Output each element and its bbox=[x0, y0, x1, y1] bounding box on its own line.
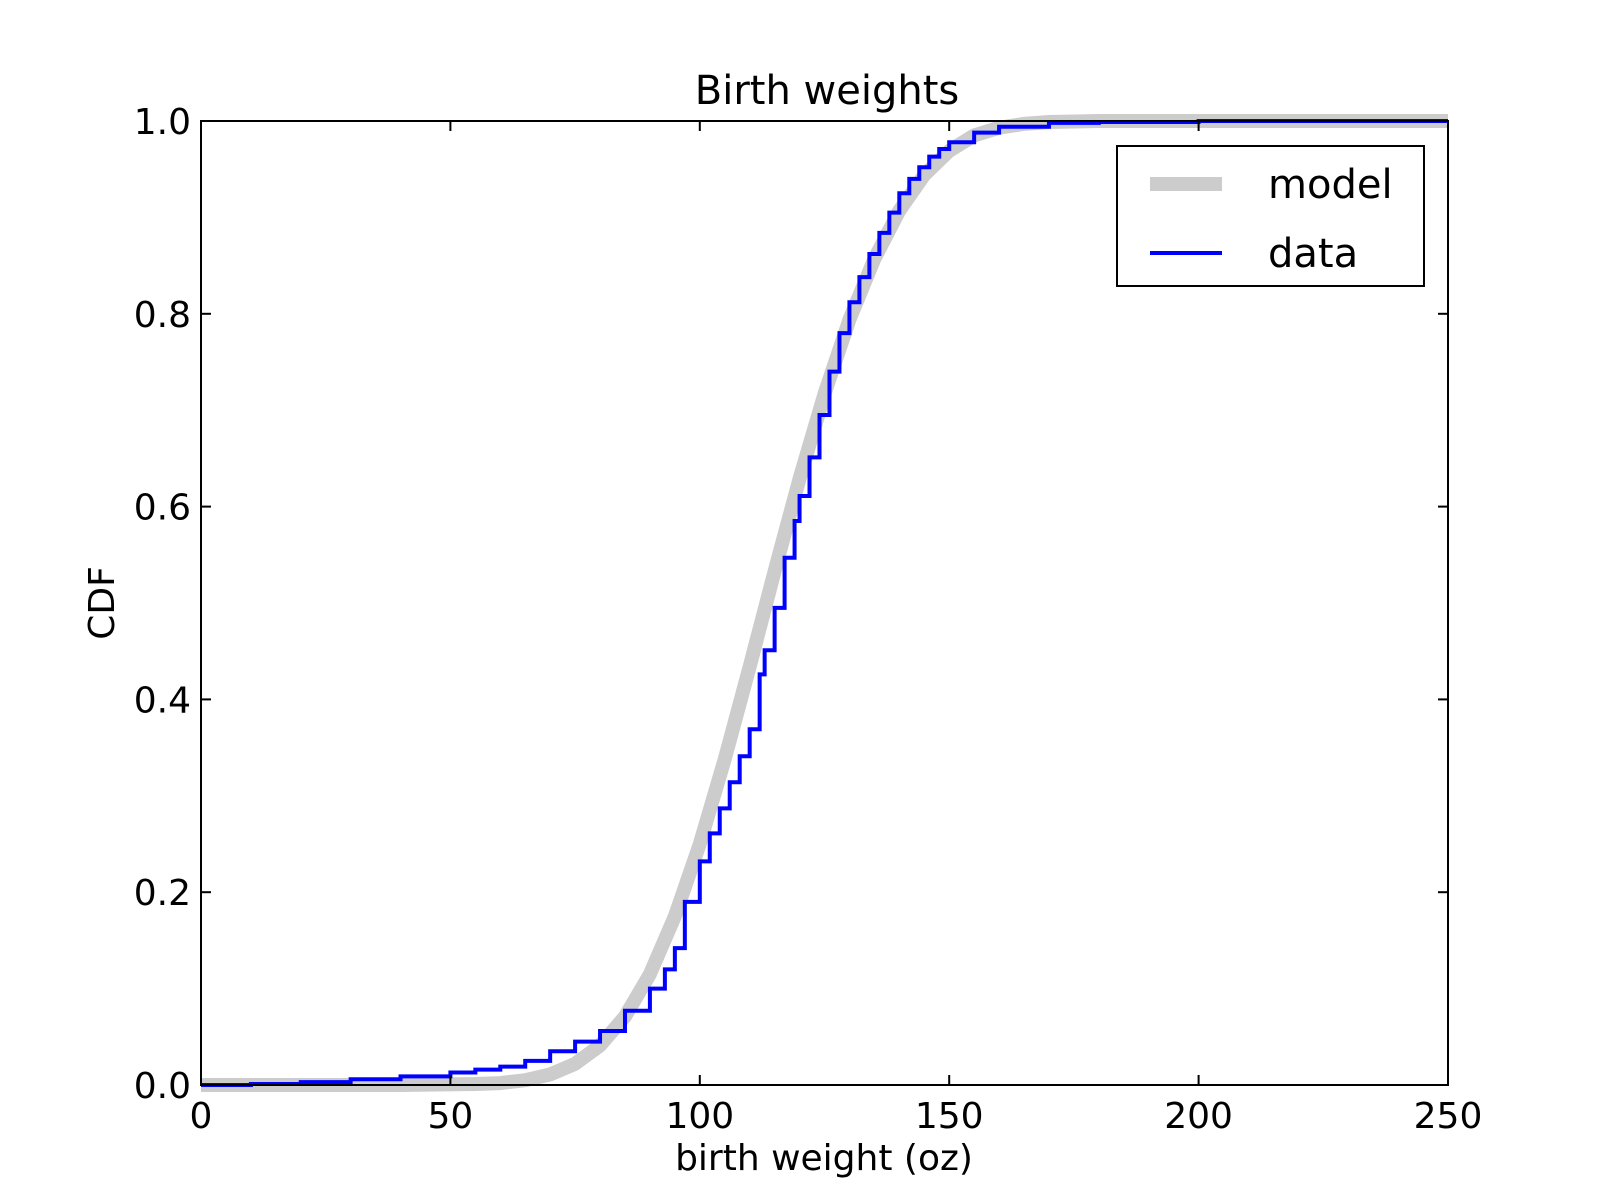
legend-label-model: model bbox=[1268, 162, 1393, 208]
y-tick-label: 0.6 bbox=[134, 488, 191, 529]
legend: model data bbox=[1116, 145, 1425, 287]
y-tick-label: 0.2 bbox=[134, 873, 191, 914]
chart-title: Birth weights bbox=[695, 68, 959, 114]
plot-frame bbox=[200, 120, 1449, 1086]
x-axis-label: birth weight (oz) bbox=[675, 1138, 973, 1179]
y-tick-label: 1.0 bbox=[134, 102, 191, 143]
x-tick-label: 150 bbox=[915, 1096, 984, 1137]
x-tick-label: 200 bbox=[1164, 1096, 1233, 1137]
series-line-data bbox=[201, 119, 1448, 1087]
y-tick-label: 0.0 bbox=[134, 1066, 191, 1107]
x-tick-label: 50 bbox=[427, 1096, 473, 1137]
legend-entries: model data bbox=[1150, 162, 1393, 277]
x-axis: 0 50 100 150 200 250 bbox=[190, 121, 1483, 1137]
x-tick-label: 0 bbox=[190, 1096, 213, 1137]
x-tick-label: 250 bbox=[1414, 1096, 1483, 1137]
y-tick-label: 0.8 bbox=[134, 295, 191, 336]
plot-series bbox=[201, 114, 1448, 1092]
y-axis-label: CDF bbox=[82, 566, 123, 640]
y-tick-label: 0.4 bbox=[134, 680, 191, 721]
x-tick-label: 100 bbox=[665, 1096, 734, 1137]
y-axis: 0.0 0.2 0.4 0.6 0.8 1.0 bbox=[134, 102, 1448, 1107]
legend-label-data: data bbox=[1268, 231, 1358, 277]
legend-box bbox=[1116, 145, 1425, 287]
